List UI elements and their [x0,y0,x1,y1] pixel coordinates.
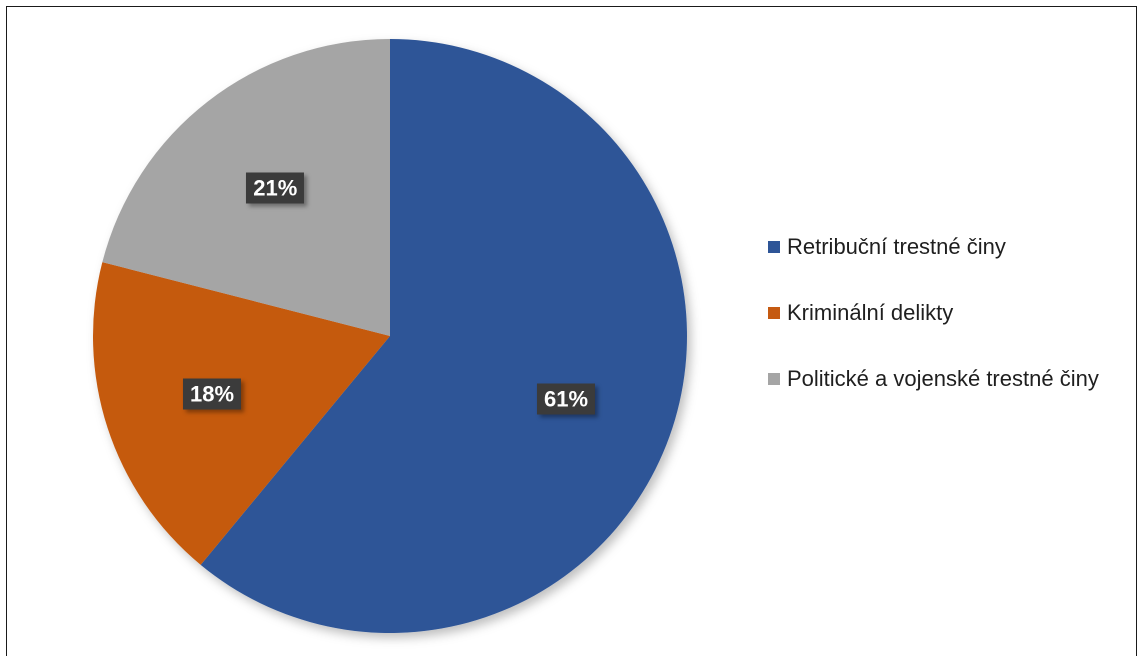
data-label-2: 18% [183,378,242,410]
pie-slice-2 [93,262,390,565]
pie-slice-3 [102,39,390,336]
legend-item-3: Politické a vojenské trestné činy [768,364,1113,394]
legend-label: Politické a vojenské trestné činy [787,366,1099,391]
legend-swatch [768,373,780,385]
legend-swatch [768,241,780,253]
legend-label: Kriminální delikty [787,300,954,325]
legend-swatch [768,307,780,319]
legend-item-2: Kriminální delikty [768,298,1113,328]
data-label-1: 61% [537,383,596,415]
pie-slice-1 [200,39,688,633]
data-label-3: 21% [246,172,305,204]
legend-item-1: Retribuční trestné činy [768,232,1113,262]
legend-label: Retribuční trestné činy [787,234,1006,259]
legend: Retribuční trestné činy Kriminální delikt… [768,232,1113,430]
